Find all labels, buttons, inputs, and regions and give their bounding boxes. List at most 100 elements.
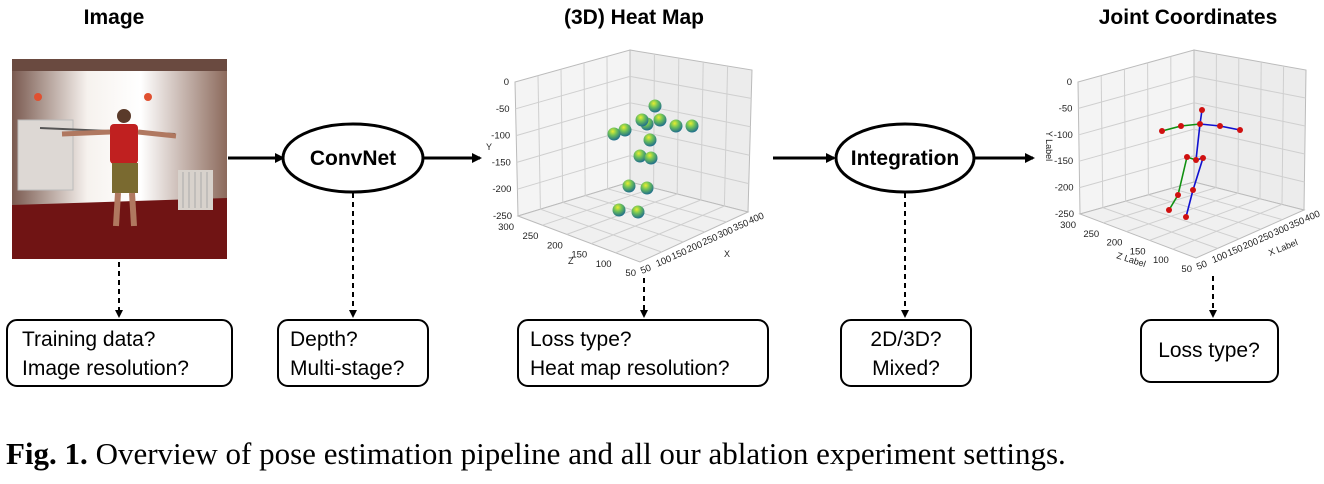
joint-grid-vr: [1281, 65, 1285, 205]
joint-grid-f2: [1149, 198, 1261, 241]
heat-blob: [607, 127, 621, 141]
image-stage-title: Image: [84, 6, 145, 29]
heatmap-grid-f2: [542, 187, 654, 226]
skeleton-bone: [1180, 123, 1201, 127]
heatmap-grid-f1: [540, 208, 662, 253]
joint-grid-f1: [1102, 207, 1218, 249]
convnet-label: ConvNet: [310, 147, 396, 170]
joint-grid-h: [1079, 155, 1305, 189]
heat-blob: [643, 133, 657, 147]
joint-grid-f1: [1125, 200, 1240, 240]
joint-z-tick: 150: [1130, 246, 1146, 257]
joints-stage-title: Joint Coordinates: [1099, 6, 1278, 29]
joint-floor-pane: [1078, 181, 1306, 259]
joint-grid-f2: [1103, 187, 1217, 224]
joint-x-tick: 50: [1195, 259, 1209, 273]
heat-blob: [631, 205, 645, 219]
heatmap-grid-h: [517, 155, 749, 190]
heatmap-z-tick: 300: [498, 222, 514, 233]
joint-x-tick: 100: [1210, 250, 1229, 266]
heatmap-grid-f1: [585, 195, 705, 233]
joint-grid-vr: [1237, 57, 1240, 194]
skeleton-joint: [1237, 127, 1243, 133]
input-photo: [12, 59, 227, 259]
heatmap-grid-vl: [583, 62, 586, 196]
heatmap-floor-pane: [516, 181, 750, 263]
joint-grid-h: [1079, 128, 1305, 162]
heatmap-grid-vr: [700, 61, 704, 201]
skeleton-bone: [1161, 125, 1182, 132]
heat-blob: [633, 149, 647, 163]
question-integration-2: Mixed?: [872, 357, 940, 380]
heatmap-x-tick: 400: [747, 211, 766, 227]
heat-blob: [648, 99, 662, 113]
question-integration-1: 2D/3D?: [870, 328, 941, 351]
joint-y-tick: -200: [1055, 183, 1074, 194]
heatmap-grid-f1: [607, 188, 727, 223]
question-heatmap-2: Heat map resolution?: [530, 357, 730, 380]
heatmap-grid-vl: [606, 56, 609, 189]
skeleton-joint: [1190, 187, 1196, 193]
skeleton-joint: [1193, 157, 1199, 163]
heatmap-x-tick: 300: [716, 225, 735, 241]
joint-skeleton: [1159, 107, 1243, 220]
skeleton-bone: [1177, 156, 1188, 196]
question-image-1: Training data?: [22, 328, 155, 351]
heatmap-y-tick: -250: [493, 211, 512, 222]
heatmap-x-tick: 200: [685, 239, 704, 255]
joint-grid-f2: [1172, 203, 1283, 250]
question-box-integration: [840, 319, 972, 387]
caption-text: Overview of pose estimation pipeline and…: [87, 436, 1066, 471]
heatmap-z-tick: 200: [547, 240, 563, 251]
heatmap-grid-vl: [560, 69, 564, 203]
joint-grid-vr: [1259, 61, 1262, 199]
heatmap-axes-box: [514, 49, 753, 263]
heatmap-y-tick: -150: [492, 157, 511, 168]
joint-z-tick: 300: [1060, 220, 1076, 231]
heat-blob: [653, 113, 667, 127]
joint-y-tick: -50: [1059, 103, 1073, 114]
question-box-image: [6, 319, 233, 387]
skeleton-joint: [1197, 121, 1203, 127]
question-convnet-2: Multi-stage?: [290, 357, 404, 380]
question-box-convnet: [277, 319, 429, 387]
question-box-joints: [1140, 319, 1279, 383]
integration-label: Integration: [851, 147, 960, 170]
heat-blob: [622, 179, 636, 193]
heat-blob: [618, 123, 632, 137]
heat-blob: [644, 151, 658, 165]
heat-blob: [635, 113, 649, 127]
heatmap-x-tick: 150: [670, 246, 689, 262]
skeleton-joint: [1183, 214, 1189, 220]
heat-blob: [669, 119, 683, 133]
joint-y-tick: -250: [1055, 209, 1074, 220]
joint-z-tick: 50: [1181, 264, 1192, 275]
joint-y-axis-label: Y Label: [1044, 131, 1054, 161]
skeleton-joint: [1178, 123, 1184, 129]
skeleton-joint: [1159, 128, 1165, 134]
heatmap-z-tick: 250: [523, 231, 539, 242]
heatmap-stage-title: (3D) Heat Map: [564, 6, 704, 29]
heatmap-y-tick: 0: [504, 77, 509, 88]
joint-x-tick: 250: [1257, 229, 1276, 245]
heatmap-y-tick: -200: [492, 184, 511, 195]
joint-y-tick: -150: [1054, 156, 1073, 167]
joint-grid-vl: [1100, 75, 1104, 208]
question-heatmap-1: Loss type?: [530, 328, 632, 351]
joint-grid-f2: [1126, 192, 1239, 233]
heatmap-grid-h: [516, 102, 751, 137]
skeleton-bone: [1192, 157, 1204, 191]
heatmap-y-axis-label: Y: [486, 142, 492, 152]
joint-grid-h: [1078, 75, 1306, 109]
heatmap-grid-vr: [723, 65, 729, 207]
question-joints-1: Loss type?: [1158, 339, 1260, 362]
joint-y-tick: 0: [1067, 77, 1072, 88]
heatmap-z-tick: 50: [625, 268, 636, 279]
heatmap-grid-f2: [615, 205, 725, 254]
skeleton-bone: [1195, 123, 1201, 161]
joint-grid-f1: [1171, 187, 1283, 221]
heatmap-grid-vl: [537, 75, 541, 210]
joint-x-tick: 150: [1226, 243, 1245, 259]
